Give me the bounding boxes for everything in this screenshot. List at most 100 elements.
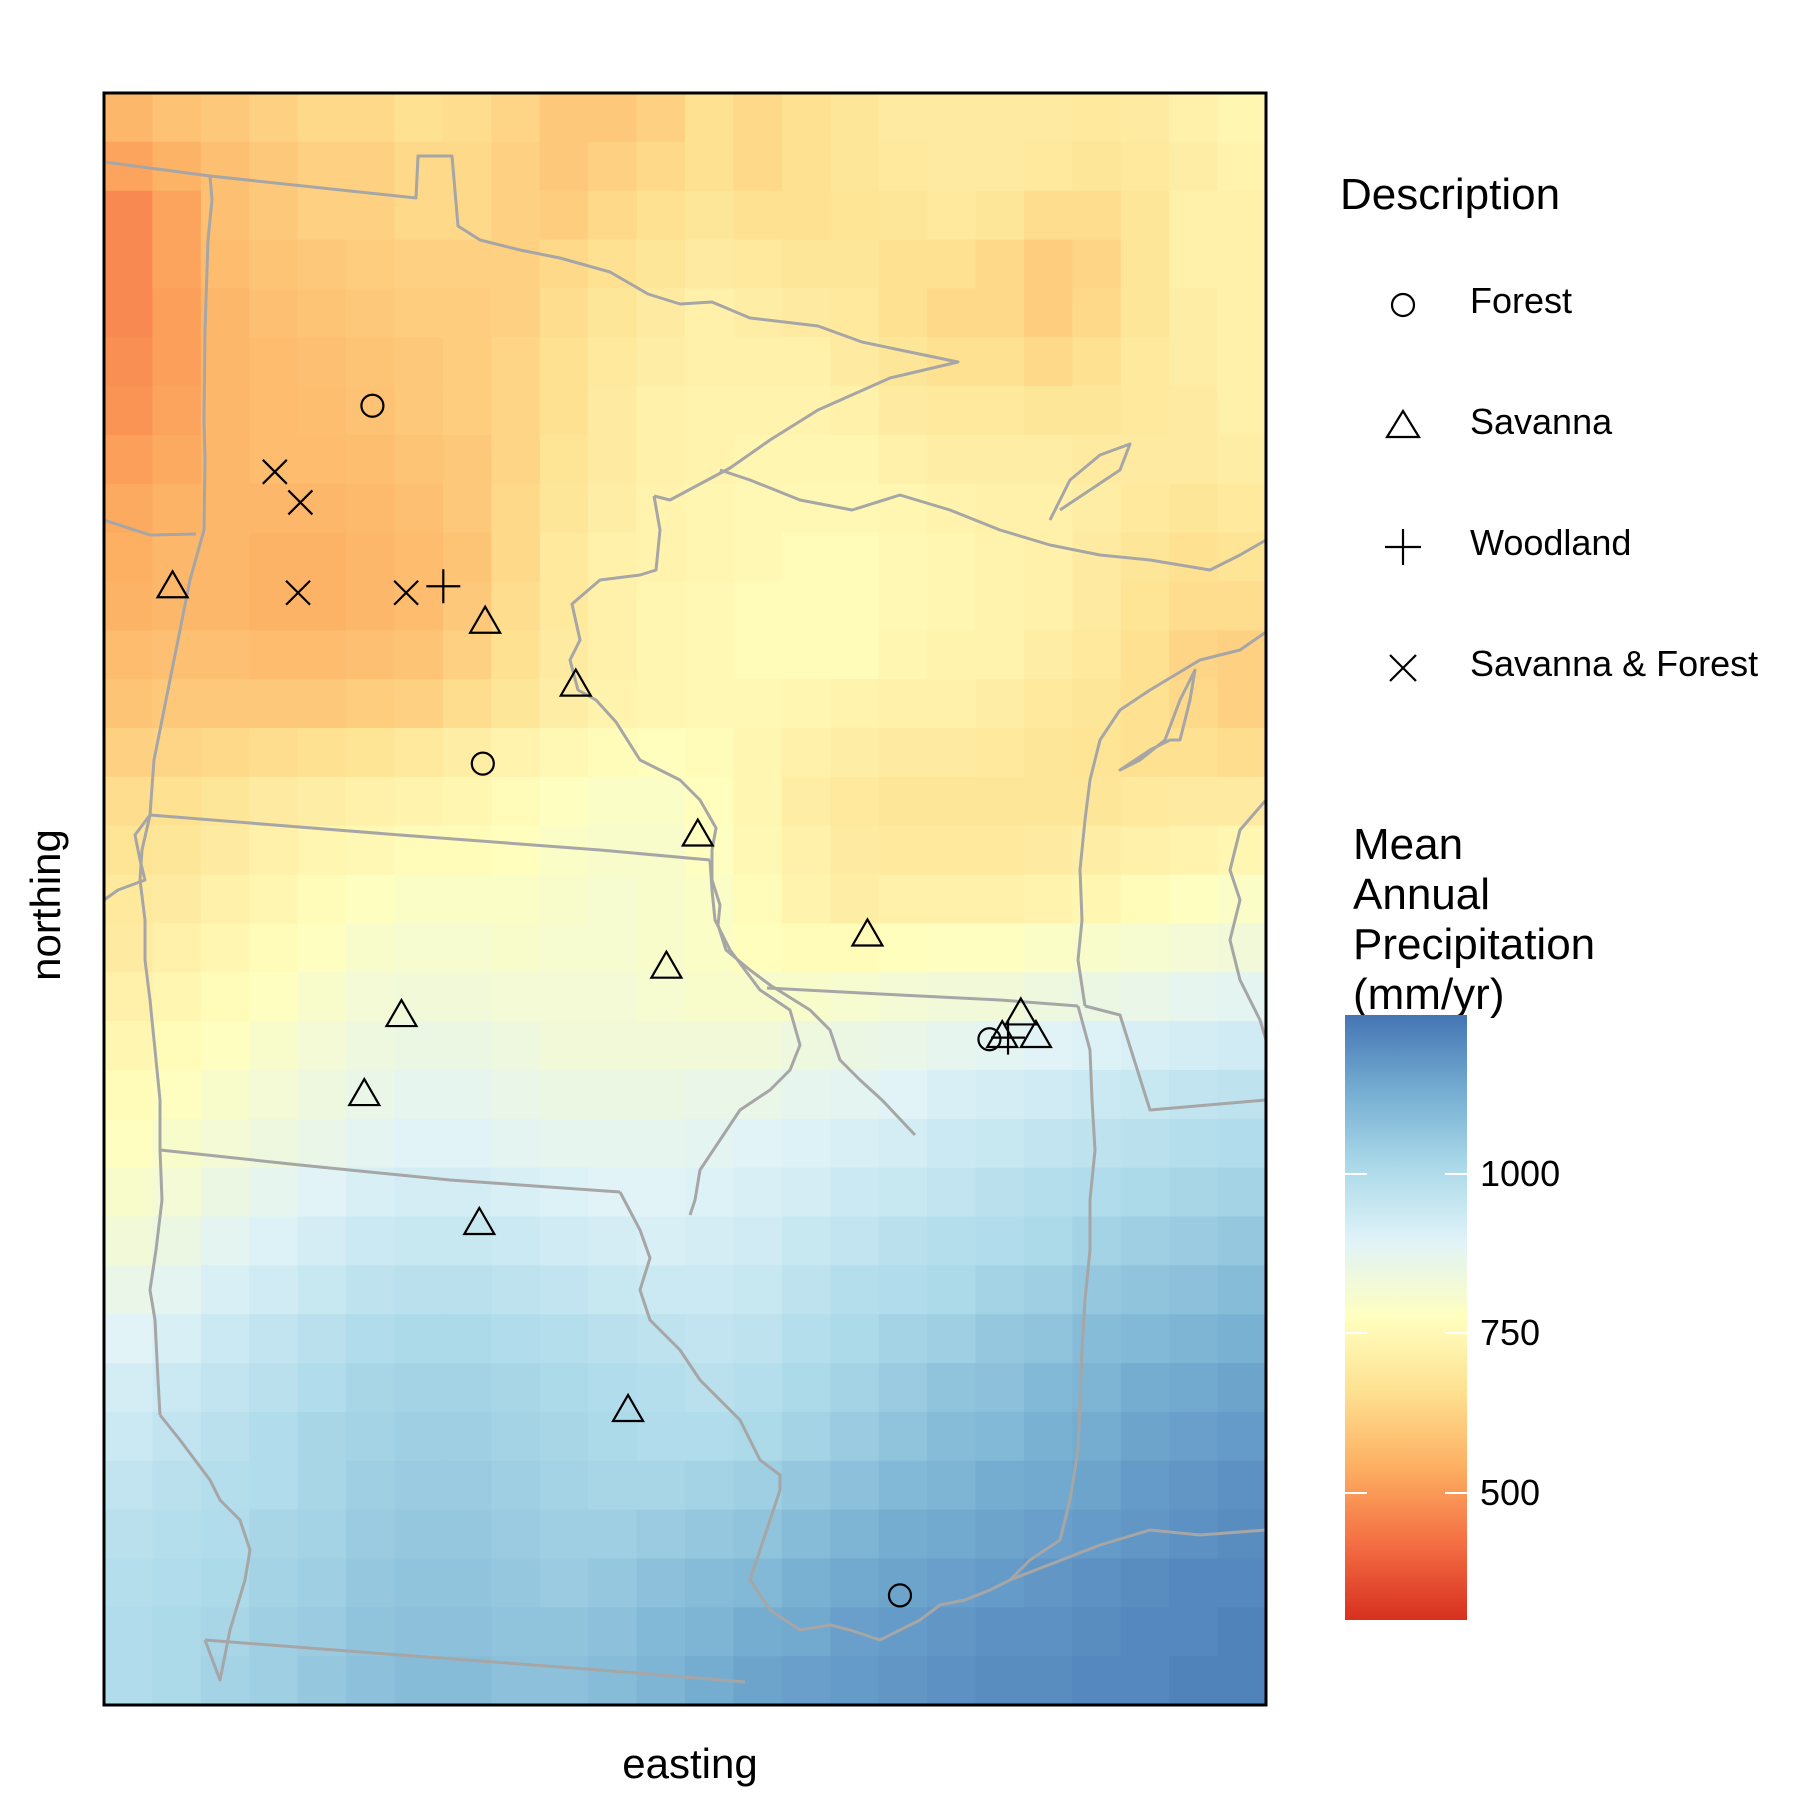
raster-cell bbox=[104, 1314, 154, 1364]
raster-cell bbox=[588, 1509, 638, 1560]
raster-cell bbox=[1217, 923, 1266, 973]
raster-cell bbox=[104, 1656, 154, 1705]
raster-cell bbox=[830, 1069, 880, 1120]
raster-cell bbox=[1217, 825, 1266, 876]
raster-cell bbox=[394, 1558, 444, 1608]
legend-label: Forest bbox=[1470, 280, 1573, 321]
raster-cell bbox=[152, 434, 202, 485]
raster-cell bbox=[491, 825, 541, 876]
raster-cell bbox=[249, 581, 299, 631]
raster-cell bbox=[733, 239, 783, 289]
raster-cell bbox=[636, 1363, 686, 1413]
raster-cell bbox=[830, 1216, 880, 1266]
raster-cell bbox=[927, 728, 977, 778]
raster-cell bbox=[539, 825, 589, 876]
raster-cell bbox=[878, 1216, 928, 1266]
raster-cell bbox=[394, 1460, 444, 1511]
raster-cell bbox=[781, 1265, 831, 1315]
raster-cell bbox=[588, 532, 638, 583]
raster-cell bbox=[539, 679, 589, 729]
raster-cell bbox=[975, 630, 1025, 680]
raster-cell bbox=[927, 239, 977, 289]
raster-cell bbox=[394, 93, 444, 143]
raster-cell bbox=[927, 93, 977, 143]
raster-cell bbox=[442, 337, 492, 387]
raster-cell bbox=[200, 532, 250, 583]
raster-cell bbox=[878, 923, 928, 973]
raster-cell bbox=[636, 1607, 686, 1657]
raster-cell bbox=[636, 434, 686, 485]
raster-cell bbox=[878, 874, 928, 925]
colorbar-title-line: (mm/yr) bbox=[1353, 970, 1505, 1019]
raster-cell bbox=[346, 288, 396, 338]
raster-cell bbox=[200, 972, 250, 1022]
raster-cell bbox=[636, 1314, 686, 1364]
raster-cell bbox=[297, 923, 347, 973]
raster-cell bbox=[1217, 1363, 1266, 1413]
raster-cell bbox=[1120, 483, 1170, 534]
raster-cell bbox=[878, 1021, 928, 1071]
raster-cell bbox=[200, 1558, 250, 1608]
raster-cell bbox=[104, 1118, 154, 1169]
raster-cell bbox=[249, 239, 299, 289]
raster-cell bbox=[781, 630, 831, 680]
raster-cell bbox=[878, 288, 928, 338]
raster-cell bbox=[491, 434, 541, 485]
raster-cell bbox=[200, 1216, 250, 1266]
raster-cell bbox=[781, 1021, 831, 1071]
raster-cell bbox=[491, 1314, 541, 1364]
raster-cell bbox=[975, 190, 1025, 241]
raster-cell bbox=[781, 923, 831, 973]
raster-cell bbox=[297, 1558, 347, 1608]
raster-cell bbox=[685, 532, 735, 583]
raster-cell bbox=[491, 679, 541, 729]
raster-cell bbox=[1072, 1069, 1122, 1120]
raster-cell bbox=[539, 1265, 589, 1315]
raster-cell bbox=[685, 874, 735, 925]
raster-cell bbox=[539, 1069, 589, 1120]
raster-cell bbox=[878, 1314, 928, 1364]
raster-cell bbox=[152, 1607, 202, 1657]
raster-cell bbox=[1072, 1607, 1122, 1657]
raster-cell bbox=[491, 728, 541, 778]
raster-cell bbox=[975, 1265, 1025, 1315]
raster-cell bbox=[346, 728, 396, 778]
raster-cell bbox=[1217, 1216, 1266, 1266]
raster-cell bbox=[1169, 532, 1219, 583]
raster-cell bbox=[104, 1069, 154, 1120]
raster-cell bbox=[685, 93, 735, 143]
raster-cell bbox=[927, 923, 977, 973]
raster-cell bbox=[1217, 1558, 1266, 1608]
raster-cell bbox=[394, 141, 444, 192]
raster-cell bbox=[636, 1656, 686, 1705]
raster-cell bbox=[539, 288, 589, 338]
raster-cell bbox=[297, 1021, 347, 1071]
raster-cell bbox=[588, 93, 638, 143]
raster-cell bbox=[297, 728, 347, 778]
raster-cell bbox=[346, 483, 396, 534]
raster-cell bbox=[830, 923, 880, 973]
raster-cell bbox=[104, 1607, 154, 1657]
raster-cell bbox=[781, 1314, 831, 1364]
raster-cell bbox=[200, 776, 250, 827]
raster-cell bbox=[152, 1656, 202, 1705]
raster-cell bbox=[249, 1363, 299, 1413]
raster-cell bbox=[588, 1069, 638, 1120]
raster-cell bbox=[781, 1118, 831, 1169]
raster-cell bbox=[1169, 1069, 1219, 1120]
raster-cell bbox=[104, 483, 154, 534]
raster-cell bbox=[1169, 239, 1219, 289]
raster-cell bbox=[297, 1656, 347, 1705]
raster-cell bbox=[975, 581, 1025, 631]
raster-cell bbox=[588, 190, 638, 241]
raster-cell bbox=[539, 1216, 589, 1266]
raster-cell bbox=[200, 825, 250, 876]
raster-cell bbox=[685, 1216, 735, 1266]
raster-cell bbox=[636, 239, 686, 289]
savanna-point bbox=[611, 1392, 645, 1423]
raster-cell bbox=[442, 679, 492, 729]
raster-cell bbox=[394, 532, 444, 583]
raster-cell bbox=[975, 532, 1025, 583]
raster-cell bbox=[152, 288, 202, 338]
raster-cell bbox=[104, 679, 154, 729]
